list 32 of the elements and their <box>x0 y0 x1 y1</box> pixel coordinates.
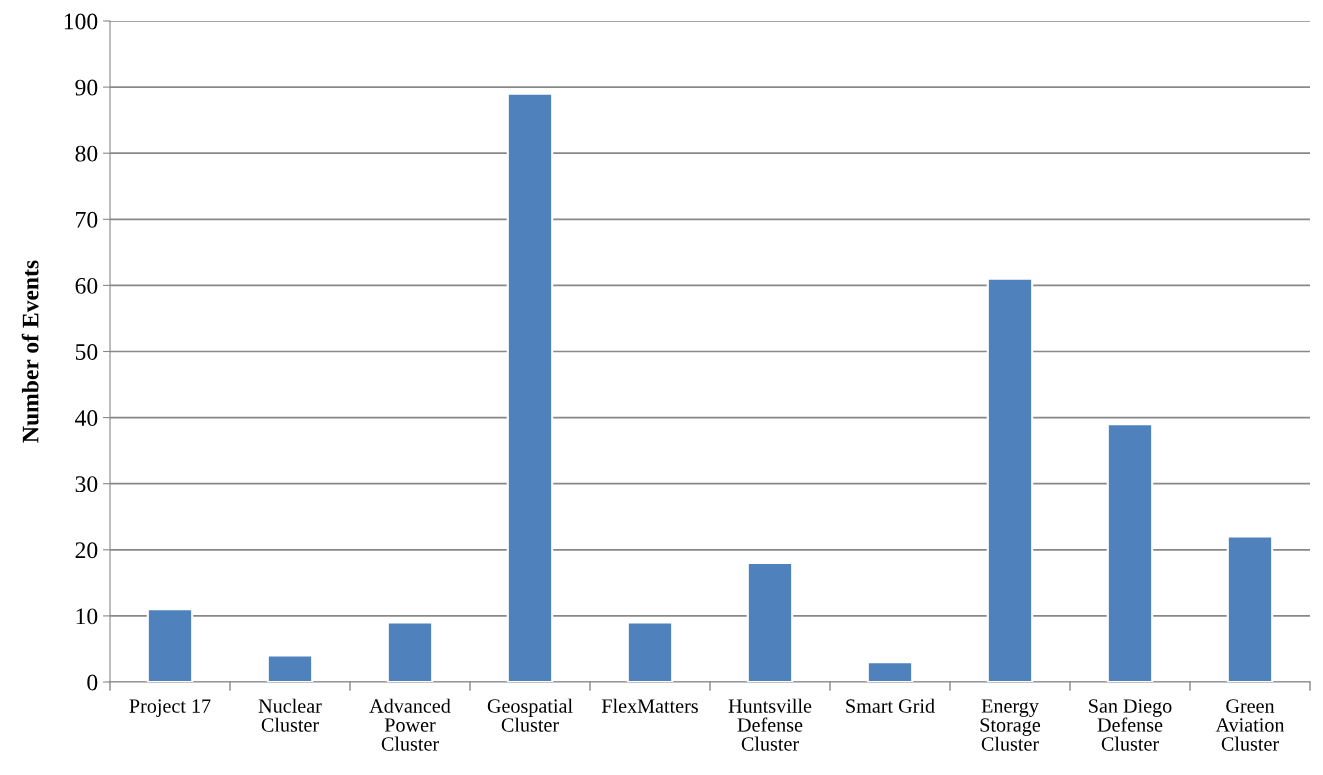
x-tick-label: Nuclear Cluster <box>258 698 322 732</box>
bar <box>626 621 674 682</box>
bar <box>1226 535 1274 682</box>
bar <box>866 661 914 682</box>
bar <box>146 608 194 682</box>
y-tick-label: 80 <box>75 145 98 162</box>
y-tick-label: 0 <box>87 674 98 691</box>
bar <box>386 621 434 682</box>
x-tick-label: Energy Storage Cluster <box>980 699 1041 751</box>
bar <box>506 92 554 682</box>
bar <box>266 654 314 682</box>
bar <box>986 277 1034 682</box>
y-tick-label: 70 <box>76 211 98 228</box>
x-tick-label: Project 17 <box>129 699 211 717</box>
y-tick-label: 40 <box>75 410 98 427</box>
x-tick-label: Smart Grid <box>846 698 935 713</box>
y-tick-label: 90 <box>75 79 98 96</box>
x-tick-label: Advanced Power Cluster <box>369 698 451 751</box>
bar <box>1106 423 1154 682</box>
y-tick-label: 20 <box>75 542 98 559</box>
y-tick-label: 100 <box>64 13 98 30</box>
x-tick-label: Geospatial Cluster <box>487 698 573 732</box>
x-tick-label: Green Aviation Cluster <box>1215 699 1285 751</box>
bar <box>746 561 794 682</box>
x-tick-label: Huntsville Defense Cluster <box>728 698 812 751</box>
y-tick-label: 30 <box>75 476 98 493</box>
x-tick-label: San Diego Defense Cluster <box>1089 699 1172 751</box>
y-tick-label: 50 <box>75 343 98 360</box>
y-tick-label: 10 <box>76 608 98 625</box>
y-axis-title: Number of Events <box>21 260 39 443</box>
y-tick-label: 60 <box>75 277 98 294</box>
x-tick-label: FlexMatters <box>601 698 698 713</box>
